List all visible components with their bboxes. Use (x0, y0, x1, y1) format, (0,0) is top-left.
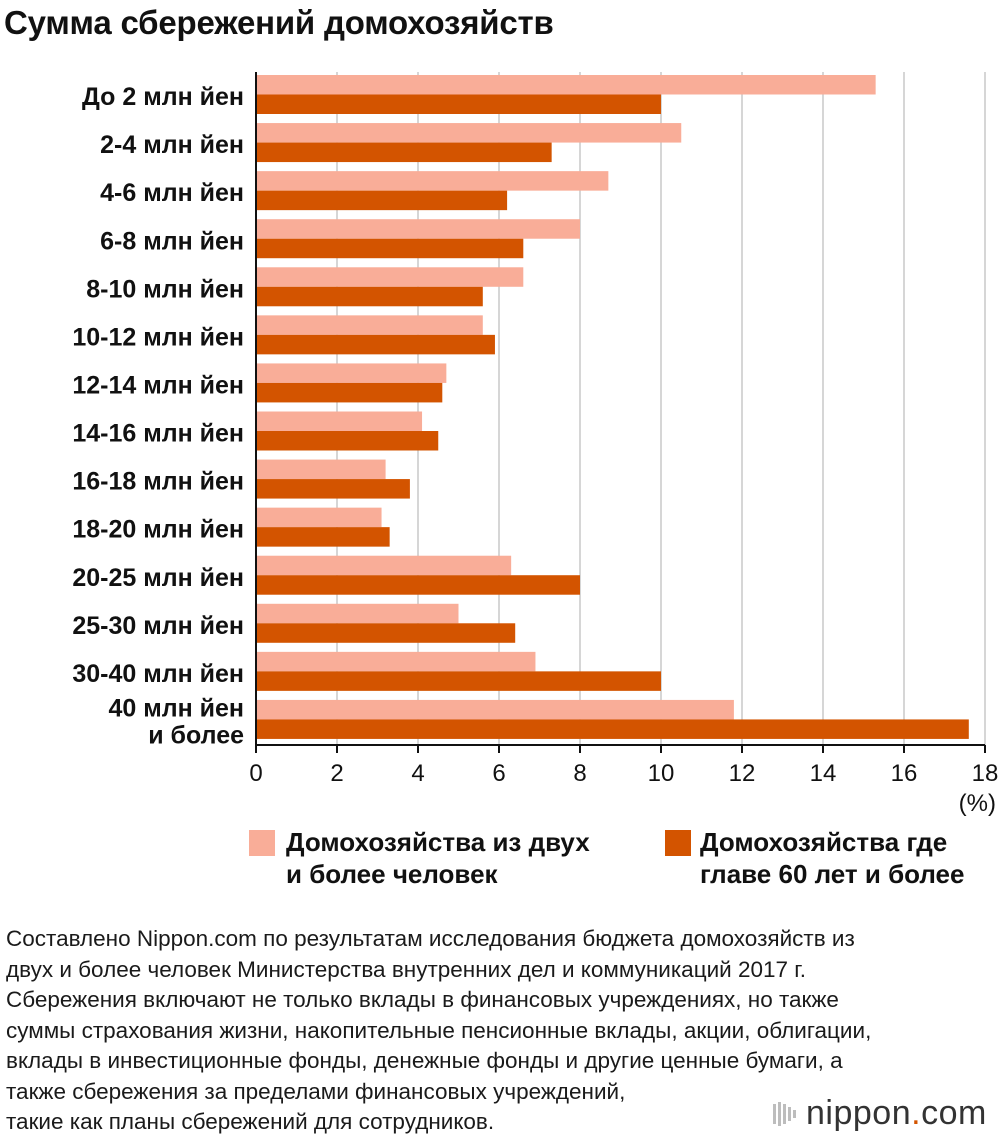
bar-series-2 (256, 142, 552, 163)
x-tick-label: 2 (330, 760, 343, 787)
source-note-line: двух и более человек Министерства внутре… (6, 956, 806, 982)
category-label: 40 млн йен (108, 694, 244, 722)
bar-series-1 (256, 603, 459, 624)
bar-chart: До 2 млн йен 2-4 млн йен 4-6 млн йен 6-8 мл… (72, 72, 999, 817)
bar-series-2 (256, 286, 483, 307)
bar-series-2 (256, 238, 524, 259)
category-label: 16-18 млн йен (72, 468, 244, 496)
legend-swatch-series-2 (665, 830, 691, 856)
category-label: 20-25 млн йен (72, 564, 244, 592)
bar-series-1 (256, 459, 386, 480)
category-label: 2-4 млн йен (100, 131, 244, 159)
bar-series-1 (256, 219, 580, 239)
nippon-logo-icon (773, 1102, 796, 1126)
bar-series-1 (256, 363, 447, 383)
category-label: До 2 млн йен (82, 83, 244, 111)
category-label: 6-8 млн йен (100, 227, 244, 255)
source-note-line: Составлено Nippon.com по результатам исс… (6, 926, 855, 951)
source-note-line: Сбережения включают не только вклады в ф… (6, 987, 839, 1012)
legend-label-series-2-line1: Домохозяйства где (700, 827, 948, 857)
source-note-line: вклады в инвестиционные фонды, денежные … (6, 1048, 843, 1073)
x-tick-label: 8 (573, 760, 586, 787)
legend-label-series-1-line1: Домохозяйства из двух (286, 827, 590, 857)
source-note-line: также сбережения за пределами финансовых… (6, 1078, 626, 1104)
bar-series-1 (256, 123, 682, 143)
bar-series-2 (256, 623, 516, 643)
x-tick-label: 10 (648, 760, 675, 787)
x-axis-unit-label: (%) (959, 790, 996, 817)
logo-name: nippon (806, 1094, 912, 1132)
source-note-line: такие как планы сбережений для сотрудник… (6, 1109, 495, 1134)
logo-suffix: com (921, 1094, 987, 1132)
bar-series-1 (256, 171, 609, 191)
bar-series-1 (256, 555, 512, 576)
x-tick-label: 14 (810, 760, 837, 787)
source-note-line: суммы страхования жизни, накопительные п… (6, 1017, 872, 1043)
category-label: 12-14 млн йен (72, 371, 244, 399)
category-label: 8-10 млн йен (86, 275, 244, 303)
legend-swatch-series-1 (249, 830, 275, 856)
bar-series-1 (256, 411, 423, 431)
bar-series-1 (256, 75, 876, 95)
category-label: и более (148, 721, 244, 749)
x-tick-label: 4 (411, 760, 424, 787)
bar-series-1 (256, 699, 734, 720)
logo-dot: . (911, 1094, 922, 1132)
nippon-logo: nippon.com (806, 1094, 987, 1133)
bar-series-2 (256, 382, 443, 403)
bar-series-2 (256, 719, 969, 739)
legend-label-series-1-line2: и более человек (286, 859, 498, 889)
bar-series-1 (256, 315, 483, 335)
category-label: 10-12 млн йен (72, 323, 244, 351)
bar-series-1 (256, 651, 536, 672)
bar-series-1 (256, 507, 382, 528)
bar-series-2 (256, 479, 410, 499)
category-label: 18-20 млн йен (72, 516, 244, 544)
bar-series-2 (256, 575, 580, 595)
category-label: 25-30 млн йен (72, 612, 244, 640)
bar-series-2 (256, 190, 508, 211)
x-tick-label: 0 (249, 760, 262, 787)
bar-series-1 (256, 267, 524, 287)
bar-series-2 (256, 431, 439, 451)
bar-series-2 (256, 671, 661, 691)
x-tick-label: 12 (729, 760, 756, 787)
category-label: 4-6 млн йен (100, 179, 244, 207)
legend-label-series-2: Домохозяйства где главе 60 лет и более (700, 826, 964, 890)
category-label: 30-40 млн йен (72, 660, 244, 688)
bar-series-2 (256, 94, 661, 114)
chart-title: Сумма сбережений домохозяйств (4, 4, 554, 41)
bar-series-2 (256, 527, 390, 547)
source-note: Составлено Nippon.com по результатам исс… (6, 924, 996, 1138)
x-tick-label: 6 (492, 760, 505, 787)
legend-label-series-1: Домохозяйства из двух и более человек (286, 826, 590, 890)
x-tick-label: 18 (972, 760, 999, 787)
bar-series-2 (256, 334, 495, 355)
x-tick-label: 16 (891, 760, 918, 787)
legend-label-series-2-line2: главе 60 лет и более (700, 859, 965, 889)
category-label: 14-16 млн йен (72, 420, 244, 448)
